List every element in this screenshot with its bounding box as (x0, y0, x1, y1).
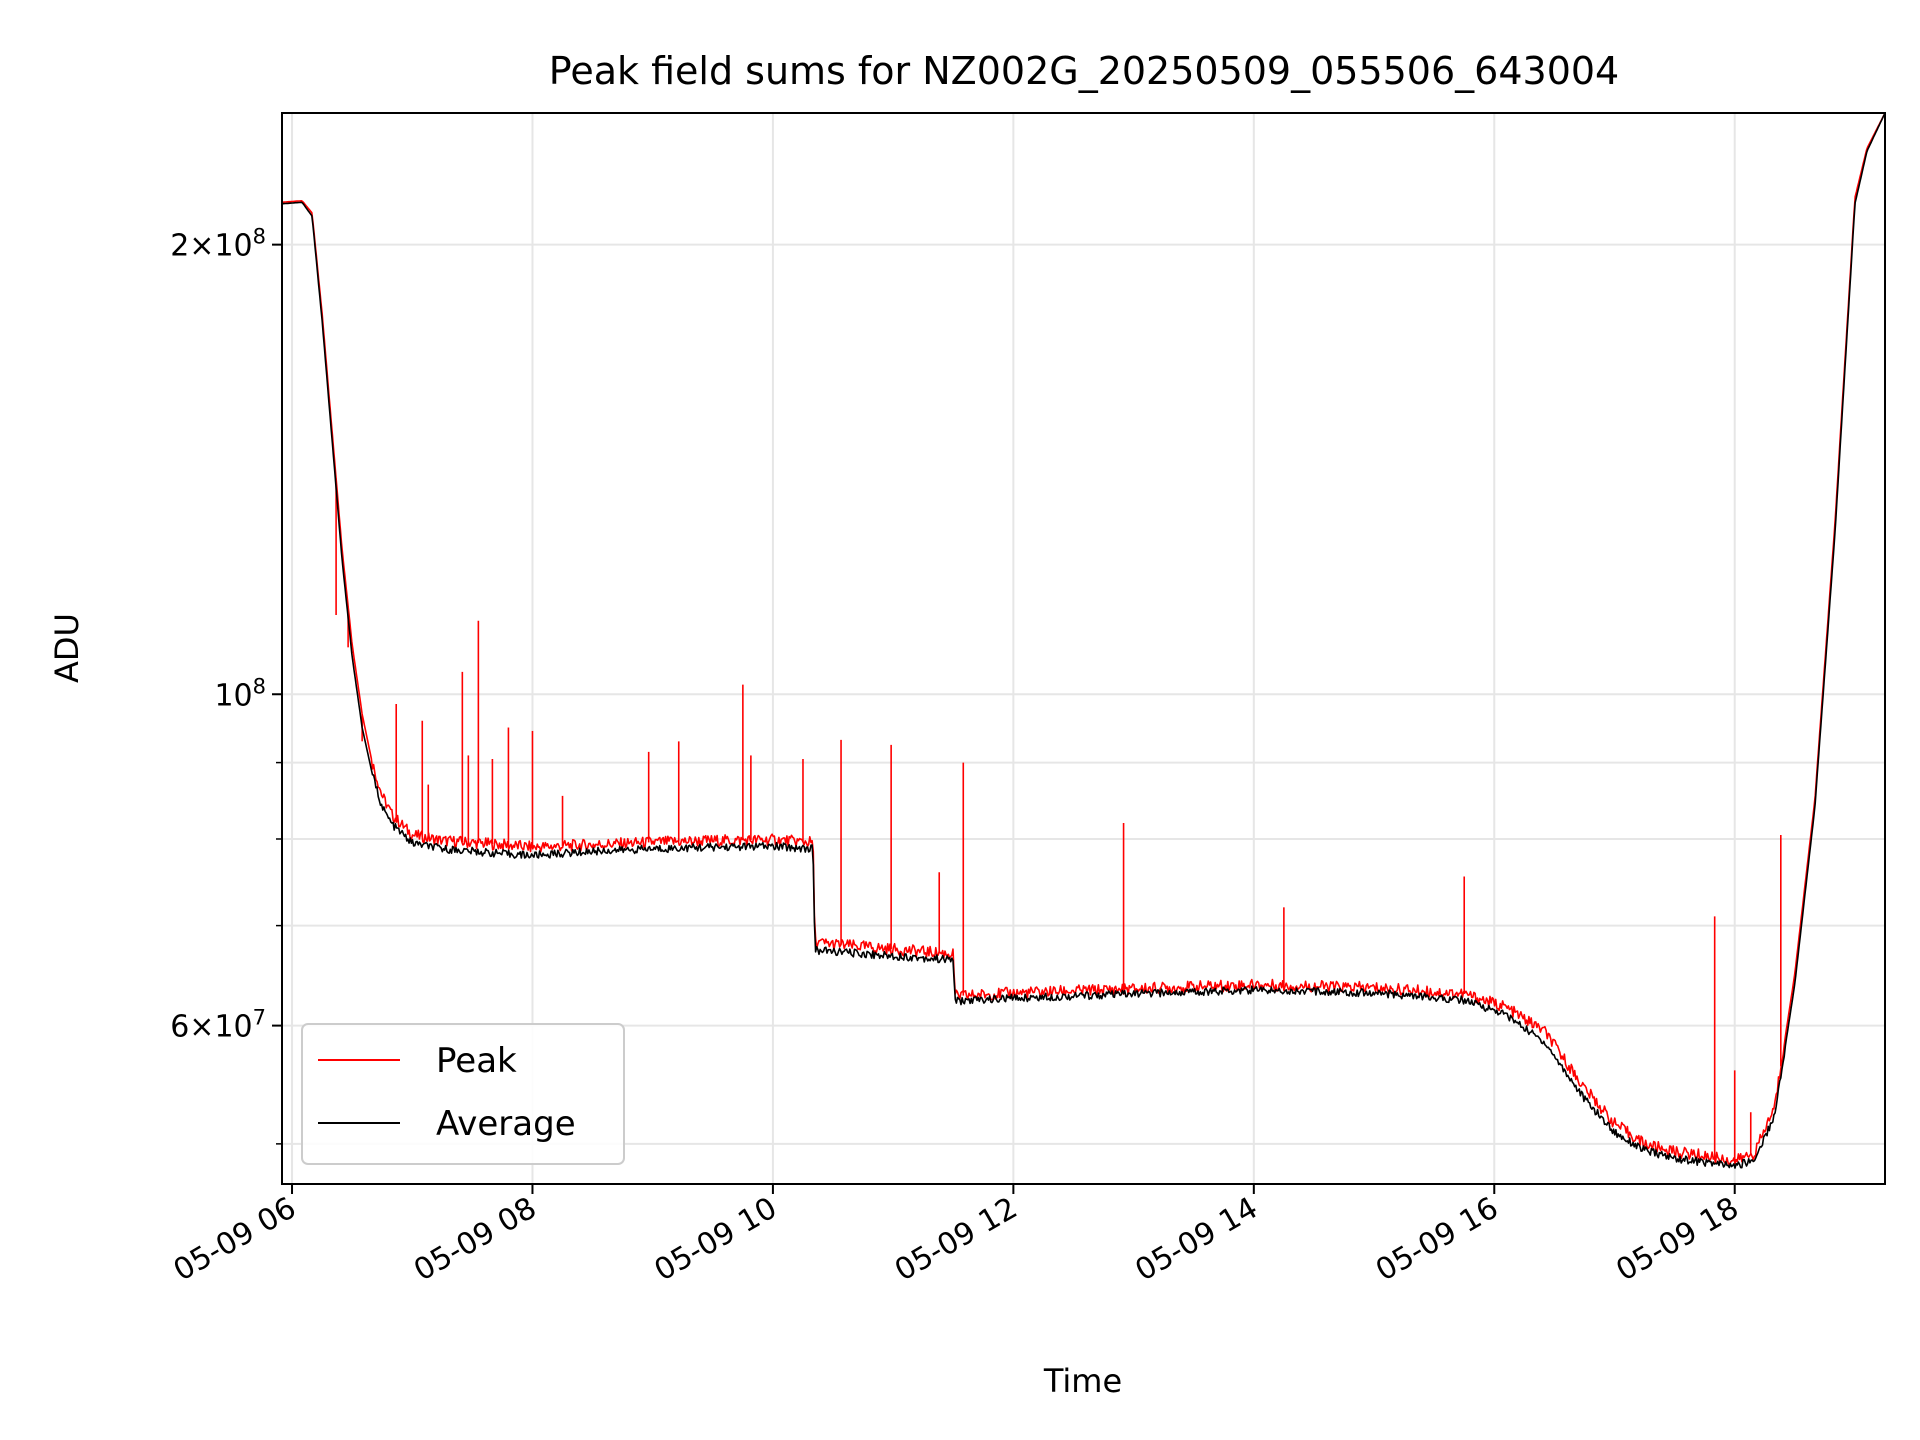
chart-title: Peak field sums for NZ002G_20250509_0555… (549, 49, 1619, 93)
series-peak (281, 112, 1886, 1166)
y-axis: 2×108 108 6×107 (170, 225, 282, 1145)
y-axis-title: ADU (48, 613, 86, 683)
grid (282, 113, 1885, 1184)
series-line (281, 112, 1886, 1169)
legend: Peak Average (301, 1023, 625, 1165)
plot-frame (281, 112, 1886, 1185)
series-line (281, 112, 1886, 1166)
y-tick-label: 2×108 (170, 225, 266, 264)
x-axis-title: Time (1043, 1362, 1122, 1400)
y-tick-label: 108 (214, 674, 266, 713)
legend-label-average: Average (436, 1104, 576, 1144)
legend-label-peak: Peak (436, 1041, 517, 1081)
y-tick-label: 6×107 (170, 1006, 266, 1045)
series-average (281, 112, 1886, 1169)
plot-area (281, 112, 1886, 1169)
